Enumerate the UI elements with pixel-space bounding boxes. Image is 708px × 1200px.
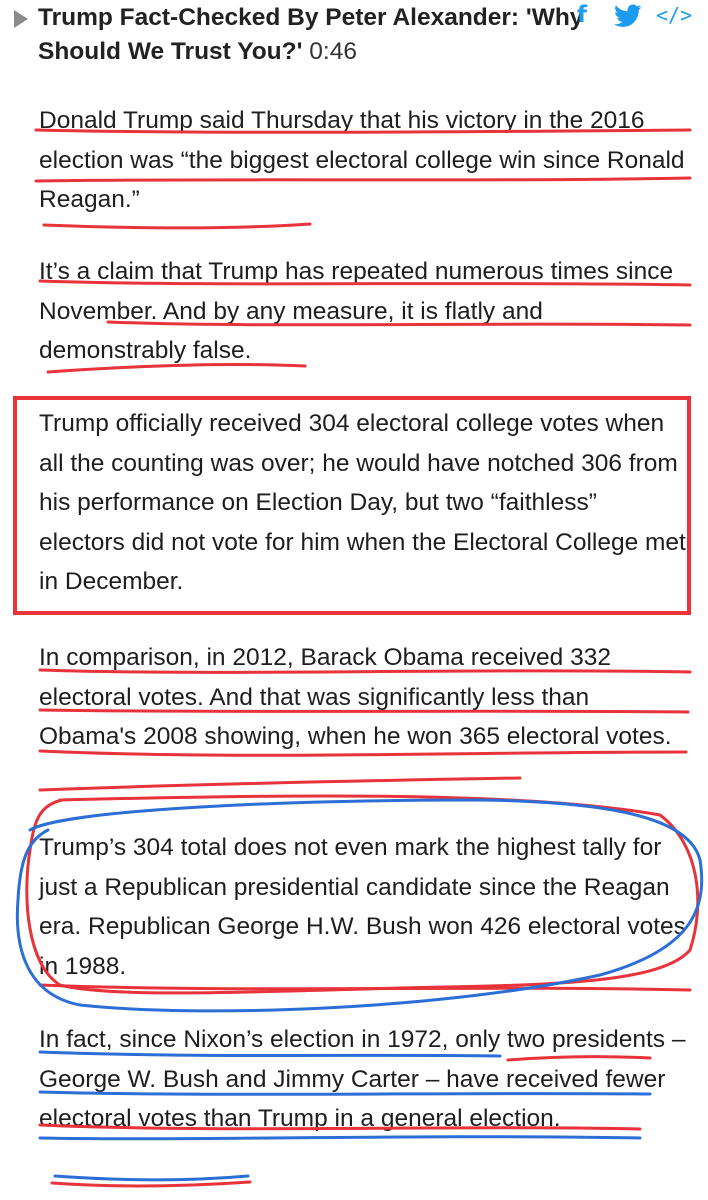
- video-duration: 0:46: [309, 38, 357, 65]
- video-title-text[interactable]: Trump Fact-Checked By Peter Alexander: '…: [38, 4, 584, 65]
- article-paragraph: Trump’s 304 total does not even mark the…: [39, 834, 686, 980]
- twitter-icon[interactable]: [614, 0, 642, 36]
- embed-icon[interactable]: </>: [656, 3, 693, 27]
- red-underline: [38, 776, 522, 792]
- red-underline: [50, 1180, 252, 1188]
- blue-underline: [53, 1174, 250, 1182]
- article-paragraph: It’s a claim that Trump has repeated num…: [39, 258, 674, 364]
- article-paragraph: Trump officially received 304 electoral …: [39, 410, 686, 595]
- facebook-icon[interactable]: f: [577, 2, 588, 28]
- video-header: Trump Fact-Checked By Peter Alexander: '…: [0, 0, 708, 70]
- article-paragraph: In comparison, in 2012, Barack Obama rec…: [39, 644, 672, 750]
- play-icon[interactable]: [14, 10, 28, 28]
- article-paragraph: Donald Trump said Thursday that his vict…: [39, 107, 685, 213]
- highlight-box: [13, 396, 691, 615]
- video-title[interactable]: Trump Fact-Checked By Peter Alexander: '…: [38, 1, 598, 69]
- red-underline: [42, 222, 312, 230]
- article-paragraph: In fact, since Nixon’s election in 1972,…: [39, 1026, 686, 1132]
